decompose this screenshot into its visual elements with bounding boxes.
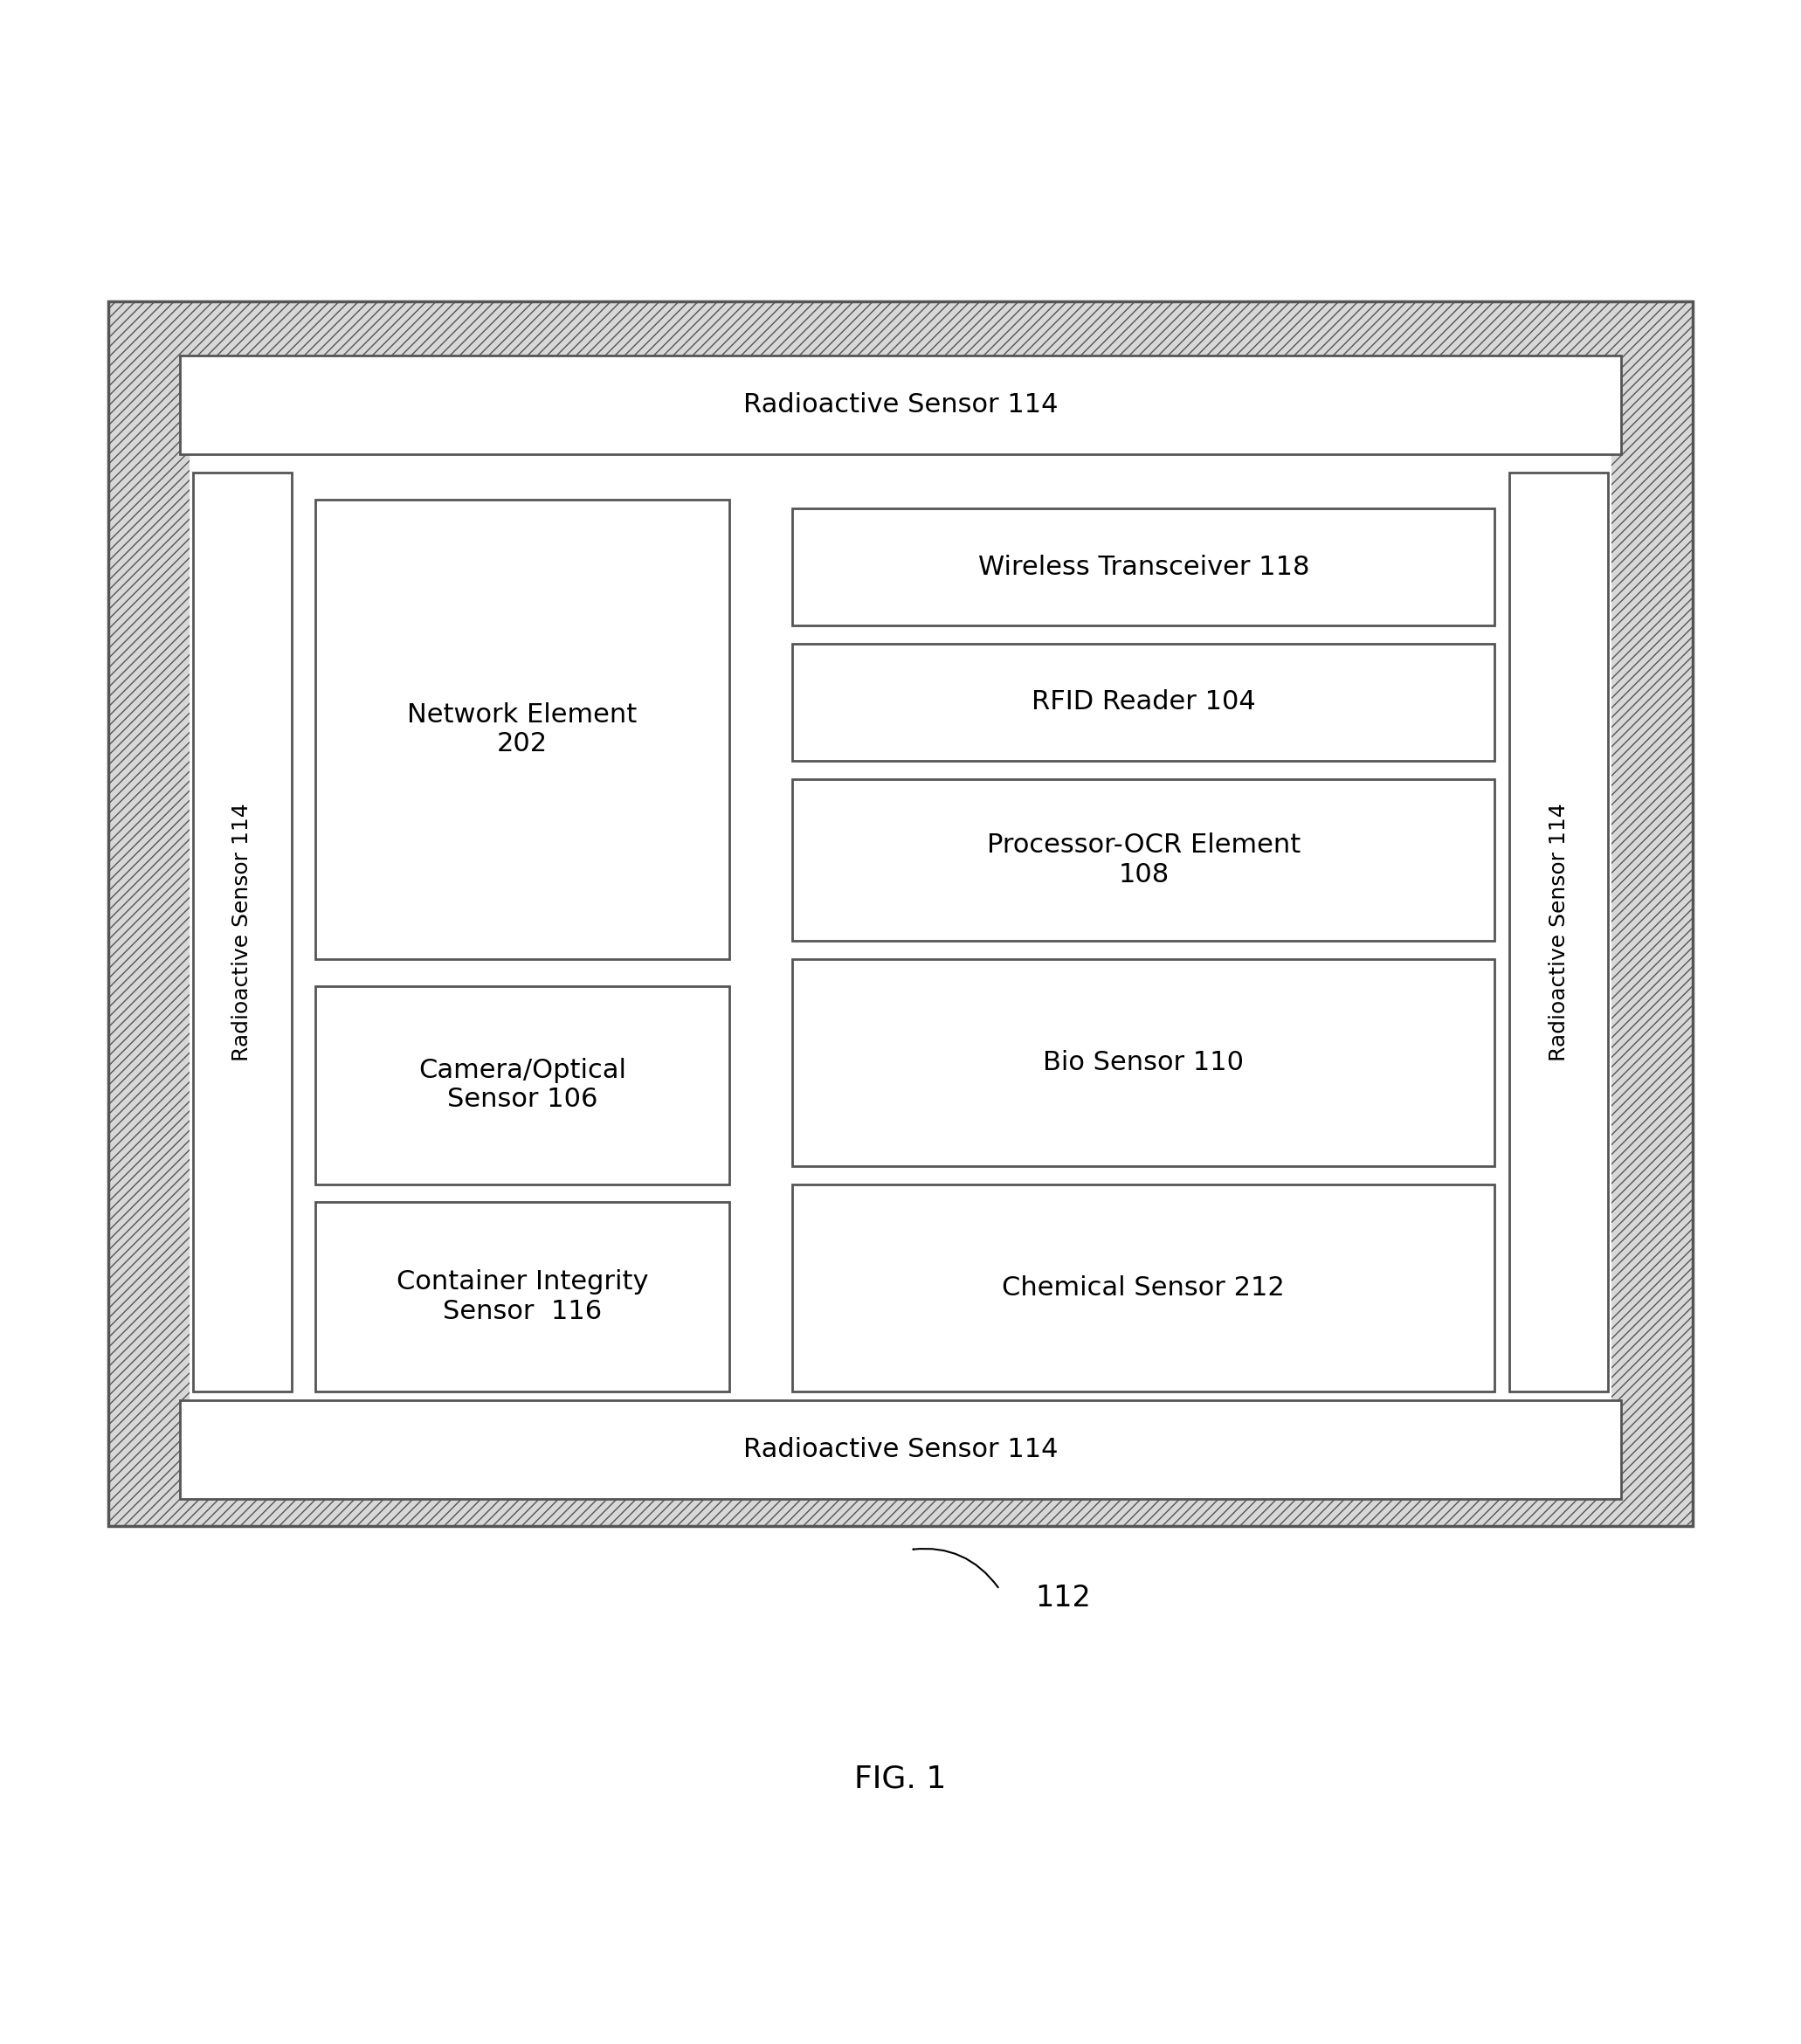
Text: Radioactive Sensor 114: Radioactive Sensor 114	[1549, 803, 1569, 1061]
FancyBboxPatch shape	[315, 1202, 729, 1392]
FancyBboxPatch shape	[315, 499, 729, 959]
Text: Camera/Optical
Sensor 106: Camera/Optical Sensor 106	[418, 1057, 627, 1112]
Text: Processor-OCR Element
108: Processor-OCR Element 108	[987, 832, 1300, 887]
Text: Container Integrity
Sensor  116: Container Integrity Sensor 116	[396, 1269, 648, 1325]
FancyBboxPatch shape	[315, 985, 729, 1183]
FancyBboxPatch shape	[792, 959, 1495, 1165]
FancyBboxPatch shape	[792, 1183, 1495, 1392]
Text: Radioactive Sensor 114: Radioactive Sensor 114	[744, 392, 1057, 417]
Text: Radioactive Sensor 114: Radioactive Sensor 114	[744, 1437, 1057, 1461]
FancyBboxPatch shape	[180, 356, 1621, 454]
FancyBboxPatch shape	[180, 1400, 1621, 1500]
FancyBboxPatch shape	[792, 644, 1495, 760]
FancyBboxPatch shape	[792, 509, 1495, 625]
Text: Wireless Transceiver 118: Wireless Transceiver 118	[978, 554, 1309, 580]
FancyBboxPatch shape	[792, 779, 1495, 940]
Text: Bio Sensor 110: Bio Sensor 110	[1043, 1051, 1244, 1075]
Text: Radioactive Sensor 114: Radioactive Sensor 114	[232, 803, 252, 1061]
Text: RFID Reader 104: RFID Reader 104	[1032, 689, 1255, 715]
Text: FIG. 1: FIG. 1	[854, 1764, 947, 1793]
Text: Network Element
202: Network Element 202	[407, 701, 638, 756]
FancyBboxPatch shape	[1509, 472, 1608, 1392]
FancyBboxPatch shape	[193, 472, 292, 1392]
FancyBboxPatch shape	[189, 382, 1612, 1445]
Text: 112: 112	[1036, 1584, 1091, 1613]
Text: Chemical Sensor 212: Chemical Sensor 212	[1001, 1275, 1286, 1300]
FancyBboxPatch shape	[108, 303, 1693, 1527]
